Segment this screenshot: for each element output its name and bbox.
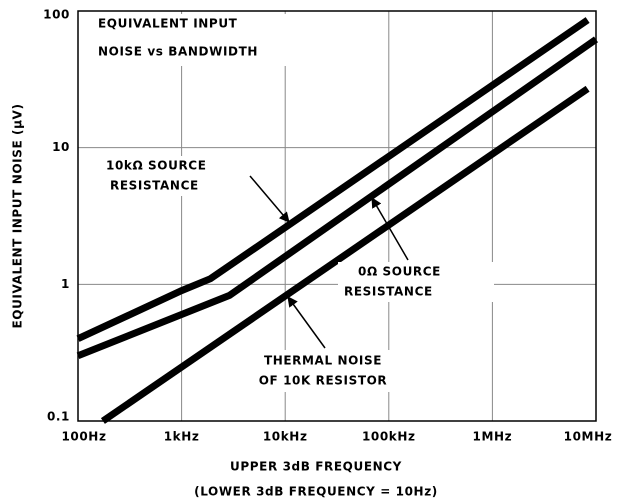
chart-title: EQUIVALENT INPUT [98, 17, 238, 31]
plot-frame [77, 10, 597, 422]
annotation: RESISTANCE [344, 285, 433, 299]
arrow [249, 175, 290, 223]
label-bg [338, 262, 494, 302]
series-line [76, 17, 590, 342]
annotation: OF 10K RESISTOR [259, 374, 388, 388]
x-axis-label: UPPER 3dB FREQUENCY [230, 460, 402, 474]
x-tick-label: 100Hz [61, 430, 106, 444]
y-tick-label: 10 [52, 140, 70, 154]
series-line [76, 36, 599, 360]
y-tick-label: 100 [43, 8, 70, 22]
x-tick-label: 1kHz [164, 430, 200, 444]
title-bg [92, 14, 302, 66]
series-line [100, 85, 590, 424]
arrow [287, 296, 326, 349]
x-axis-label: (LOWER 3dB FREQUENCY = 10Hz) [194, 485, 438, 499]
x-tick-label: 10MHz [564, 430, 613, 444]
x-tick-label: 10kHz [263, 430, 308, 444]
x-tick-label: 100kHz [362, 430, 416, 444]
chart-title: NOISE vs BANDWIDTH [98, 45, 258, 59]
series-lines [76, 17, 599, 424]
annotation: 10kΩ SOURCE [106, 159, 207, 173]
y-axis-label: EQUIVALENT INPUT NOISE (µV) [11, 103, 25, 328]
arrow [371, 197, 409, 261]
y-tick-label: 1 [61, 277, 70, 291]
x-tick-label: 1MHz [473, 430, 513, 444]
y-tick-label: 0.1 [47, 410, 70, 424]
annotation: THERMAL NOISE [264, 354, 382, 368]
label-bg [250, 350, 400, 392]
annotation: RESISTANCE [110, 179, 199, 193]
label-bg [100, 156, 240, 196]
annotation: 0Ω SOURCE [358, 265, 441, 279]
